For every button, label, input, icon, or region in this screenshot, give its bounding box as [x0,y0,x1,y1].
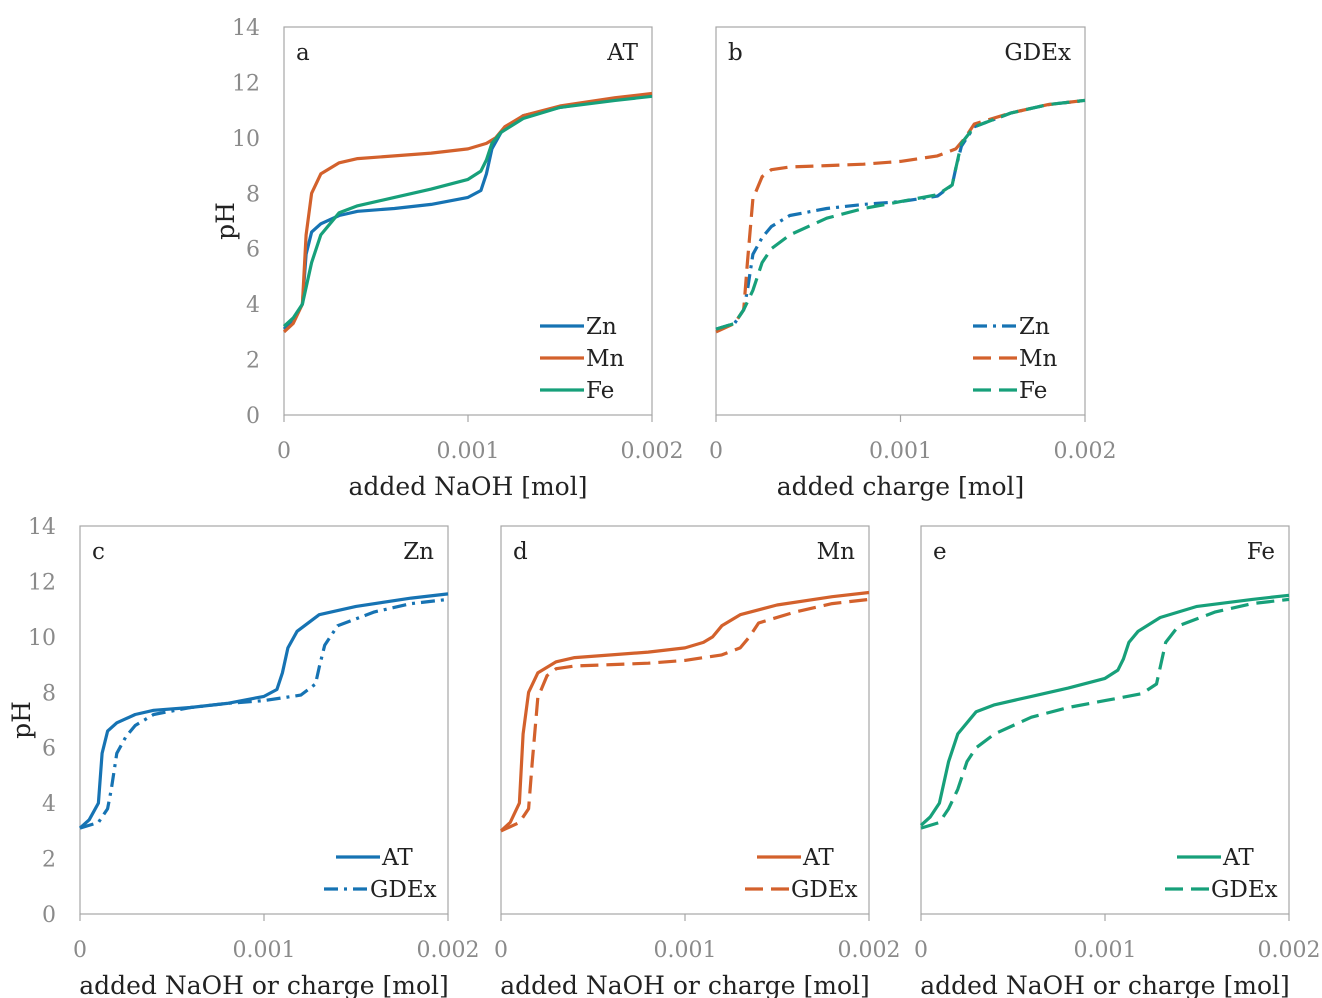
x-tick-label: 0 [73,938,87,963]
x-tick-label: 0.002 [621,439,684,464]
legend-label: Fe [1019,378,1047,404]
series-line-at [78,592,449,830]
y-tick-label: 12 [28,570,56,595]
y-tick-label: 8 [42,681,56,706]
series-line-gdex [920,597,1290,830]
x-tick-label: 0.002 [1054,439,1117,464]
y-tick-label: 4 [42,792,56,817]
legend-label: Zn [1019,314,1050,340]
panel-letter: a [296,40,310,66]
y-axis-title: pH [7,701,36,739]
x-tick-label: 0.002 [1258,938,1321,963]
legend-label: GDEx [370,877,437,903]
y-tick-label: 10 [232,127,260,152]
y-tick-label: 8 [246,182,260,207]
panel-tag: Zn [403,539,434,565]
x-axis-title: added NaOH [mol] [349,472,588,501]
panel-d: 0 0.001 0.002 d Mn AT GDEx added NaOH or charge… [494,525,901,998]
legend-label: Mn [1019,346,1058,372]
x-tick-label: 0 [494,938,508,963]
y-tick-label: 6 [42,737,56,762]
panel-letter: d [513,539,528,565]
y-tick-label: 4 [246,293,260,318]
x-axis-title: added NaOH or charge [mol] [79,971,449,998]
x-tick-label: 0.001 [654,938,717,963]
series-line-mn [282,91,653,334]
panel-c: 0 0.001 0.002 0 2 4 6 8 10 12 14 c Zn AT GDEx added NaO… [7,515,479,998]
panel-tag: AT [606,40,638,66]
x-tick-label: 0.001 [869,439,932,464]
legend-label: Fe [586,378,614,404]
panel-a: 0 0.001 0.002 0 2 4 6 8 10 12 14 a AT Zn Mn Fe added NaO… [211,16,683,501]
x-axis-title: added NaOH or charge [mol] [500,971,870,998]
series-line-at [919,593,1290,827]
x-tick-label: 0 [914,938,928,963]
series-line-fe [282,94,653,328]
legend: AT GDEx [324,845,437,903]
y-tick-label: 0 [246,404,260,429]
panel-tag: GDEx [1004,40,1071,66]
legend-label: AT [381,845,413,871]
y-tick-label: 12 [232,71,260,96]
y-tick-label: 14 [232,16,260,41]
x-tick-label: 0.002 [838,938,901,963]
legend: Zn Mn Fe [540,314,625,404]
x-tick-label: 0 [709,439,723,464]
legend: AT GDEx [1165,845,1278,903]
panel-tag: Mn [817,539,856,565]
x-axis-title: added NaOH or charge [mol] [920,971,1290,998]
y-tick-label: 0 [42,903,56,928]
y-tick-label: 10 [28,626,56,651]
panel-letter: b [728,40,743,66]
x-tick-label: 0.001 [233,938,296,963]
legend-label: GDEx [791,877,858,903]
x-tick-label: 0.001 [437,439,500,464]
y-tick-label: 6 [246,238,260,263]
x-tick-label: 0.002 [417,938,480,963]
y-tick-label: 14 [28,515,56,540]
series-line-fe [715,98,1086,331]
y-axis-title: pH [211,202,240,240]
panel-b: 0 0.001 0.002 b GDEx Zn Mn Fe added charge [mol] [709,26,1117,501]
legend-label: AT [1222,845,1254,871]
panel-letter: e [933,539,947,565]
legend: AT GDEx [745,845,858,903]
legend-label: Mn [586,346,625,372]
panel-tag: Fe [1247,539,1275,565]
series-line-gdex [500,597,870,833]
panel-letter: c [92,539,105,565]
series-line-gdex [79,597,449,830]
series-line-mn [715,98,1086,334]
y-tick-label: 2 [246,349,260,374]
x-axis-title: added charge [mol] [777,472,1025,501]
panel-e: 0 0.001 0.002 e Fe AT GDEx added NaOH or charge… [914,525,1321,998]
y-tick-label: 2 [42,848,56,873]
x-tick-label: 0 [277,439,291,464]
legend: Zn Mn Fe [973,314,1058,404]
legend-label: Zn [586,314,617,340]
series-line-zn [715,98,1086,331]
x-tick-label: 0.001 [1074,938,1137,963]
legend-label: AT [802,845,834,871]
legend-label: GDEx [1211,877,1278,903]
series-line-at [499,590,870,833]
